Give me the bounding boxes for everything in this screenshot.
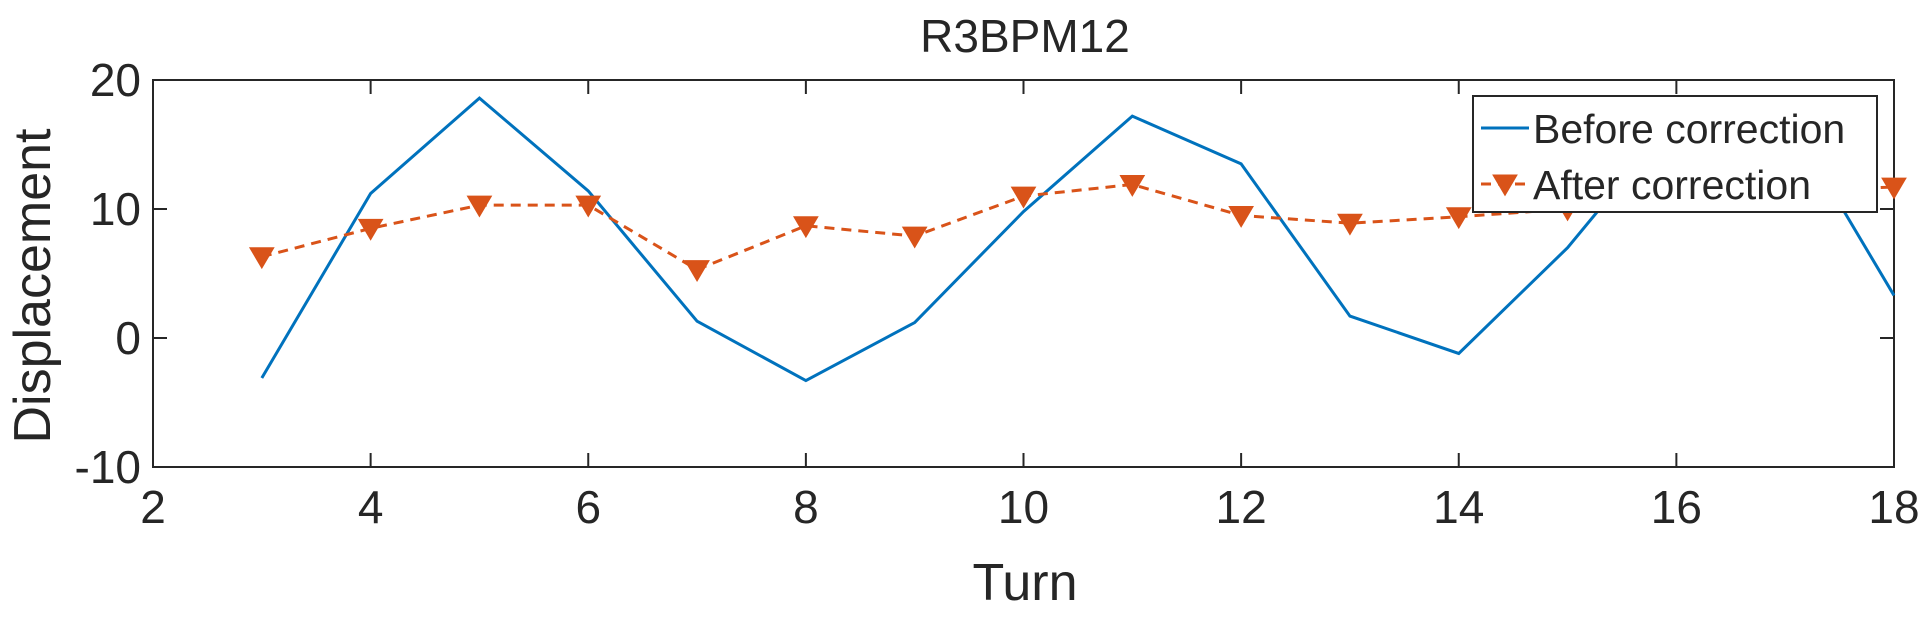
data-point [1228, 205, 1254, 228]
y-axis-label: Displacement [4, 128, 62, 444]
chart-title: R3BPM12 [920, 10, 1130, 62]
data-point [1445, 207, 1472, 230]
y-tick-label: -10 [75, 441, 141, 493]
data-point [248, 247, 275, 270]
x-axis-label: Turn [973, 554, 1078, 612]
data-point [793, 216, 819, 239]
x-tick-label: 14 [1433, 481, 1484, 533]
legend-label: Before correction [1533, 106, 1845, 152]
y-tick-label: 0 [115, 312, 141, 364]
x-tick-label: 4 [358, 481, 384, 533]
legend-item: Before correction [1481, 106, 1845, 152]
data-point [357, 218, 384, 241]
data-point [575, 195, 602, 218]
series-line [261, 182, 1895, 272]
legend-swatch-marker [1492, 174, 1518, 197]
x-tick-label: 2 [140, 481, 166, 533]
data-point [684, 260, 710, 283]
data-point [1337, 213, 1363, 236]
x-tick-label: 8 [793, 481, 819, 533]
plot-area: 2 4 6 8 10 12 14 16 18 -10 0 10 20 [75, 54, 1920, 533]
x-tick-label: 6 [575, 481, 601, 533]
x-tick-label: 10 [998, 481, 1049, 533]
data-point [466, 195, 493, 218]
data-point [901, 226, 928, 249]
y-tick-label: 10 [90, 183, 141, 235]
data-point [1881, 177, 1907, 200]
legend-label: After correction [1533, 162, 1811, 208]
data-point [1010, 186, 1037, 209]
x-tick-label: 12 [1216, 481, 1267, 533]
data-point [1119, 174, 1146, 197]
x-tick-label: 16 [1651, 481, 1702, 533]
y-tick-label: 20 [90, 54, 141, 106]
legend-box [1472, 95, 1878, 213]
legend-item: After correction [1481, 162, 1811, 208]
x-tick-label: 18 [1868, 481, 1919, 533]
legend: Before correction After correction [1472, 95, 1878, 213]
